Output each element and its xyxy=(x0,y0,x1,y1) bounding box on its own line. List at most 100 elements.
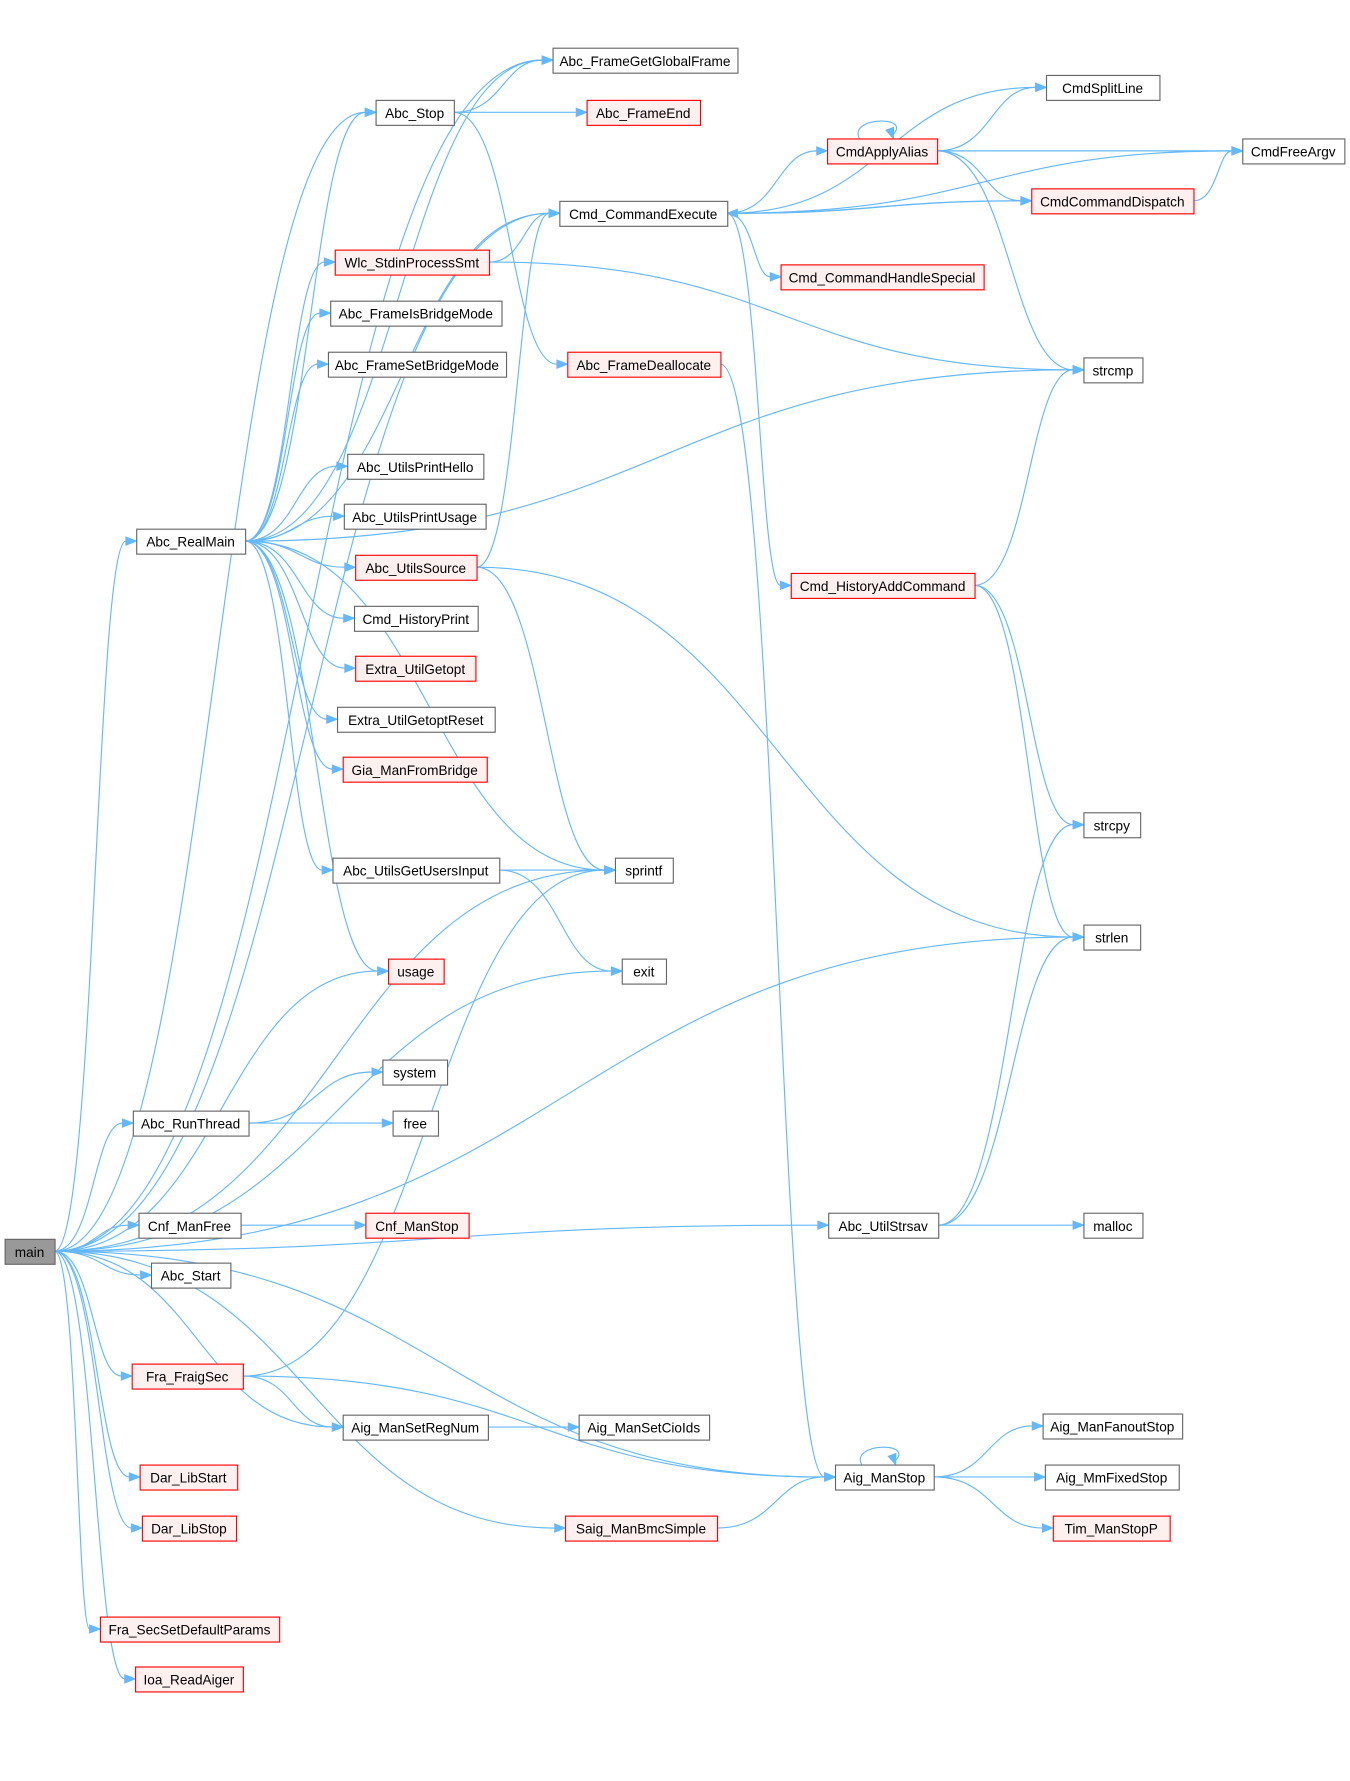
edge-abc-real-main-to-abc-utils-get-users-input xyxy=(244,540,323,871)
node-abc-frame-is-bridge-mode[interactable]: Abc_FrameIsBridgeMode xyxy=(330,300,503,327)
node-system[interactable]: system xyxy=(382,1059,449,1086)
node-label: Abc_UtilsPrintUsage xyxy=(352,510,477,525)
node-aig-man-stop[interactable]: Aig_ManStop xyxy=(834,1464,935,1491)
node-cmd-history-print[interactable]: Cmd_HistoryPrint xyxy=(353,605,479,632)
node-saig-man-bmc-simple[interactable]: Saig_ManBmcSimple xyxy=(564,1515,719,1542)
node-label: Cnf_ManStop xyxy=(375,1219,458,1234)
node-abc-real-main[interactable]: Abc_RealMain xyxy=(136,528,247,555)
edge-arrowhead xyxy=(131,1523,144,1533)
edge-arrowhead xyxy=(381,1118,395,1128)
edge-arrowhead xyxy=(1072,1220,1085,1230)
node-abc-frame-deallocate[interactable]: Abc_FrameDeallocate xyxy=(567,351,722,378)
node-strcpy[interactable]: strcpy xyxy=(1083,812,1142,839)
node-box xyxy=(136,528,247,555)
edge-main-to-abc-start xyxy=(54,1250,141,1276)
edge-abc-real-main-to-sprintf xyxy=(245,540,605,871)
node-label: Saig_ManBmcSimple xyxy=(576,1522,706,1537)
edge-abc-util-strsav-to-strlen xyxy=(938,936,1074,1226)
node-strcmp[interactable]: strcmp xyxy=(1083,357,1144,384)
edge-arrowhead xyxy=(1072,819,1085,830)
node-abc-frame-set-bridge-mode[interactable]: Abc_FrameSetBridgeMode xyxy=(327,351,508,378)
node-aig-man-set-reg-num[interactable]: Aig_ManSetRegNum xyxy=(342,1414,489,1441)
edge-arrowhead xyxy=(885,126,895,140)
node-free[interactable]: free xyxy=(392,1110,440,1137)
node-label: Aig_ManFanoutStop xyxy=(1050,1420,1174,1435)
node-label: strcpy xyxy=(1094,818,1130,833)
edge-arrowhead xyxy=(323,257,337,267)
node-aig-man-set-cio-ids[interactable]: Aig_ManSetCioIds xyxy=(578,1414,711,1441)
edge-arrowhead xyxy=(377,966,390,976)
edge-arrowhead xyxy=(331,764,345,774)
node-aig-mm-fixed-stop[interactable]: Aig_MmFixedStop xyxy=(1044,1464,1180,1491)
node-strlen[interactable]: strlen xyxy=(1083,924,1142,951)
node-abc-stop[interactable]: Abc_Stop xyxy=(375,99,455,126)
edge-arrowhead xyxy=(331,1422,345,1432)
edge-arrowhead xyxy=(317,359,330,369)
edge-abc-real-main-to-usage xyxy=(245,540,378,972)
node-abc-utils-source[interactable]: Abc_UtilsSource xyxy=(355,554,478,581)
node-label: system xyxy=(393,1066,436,1081)
node-abc-frame-end[interactable]: Abc_FrameEnd xyxy=(586,99,702,126)
edge-arrowhead xyxy=(319,308,332,318)
node-box xyxy=(4,1238,56,1265)
edge-wlc-stdin-process-smt-to-strcmp xyxy=(488,261,1074,371)
node-abc-utils-get-users-input[interactable]: Abc_UtilsGetUsersInput xyxy=(332,857,501,884)
node-dar-lib-start[interactable]: Dar_LibStart xyxy=(139,1464,239,1491)
node-label: Abc_RunThread xyxy=(141,1117,240,1132)
node-cmd-apply-alias[interactable]: CmdApplyAlias xyxy=(827,138,939,165)
node-aig-man-fanout-stop[interactable]: Aig_ManFanoutStop xyxy=(1042,1413,1184,1440)
node-label: Cmd_HistoryAddCommand xyxy=(800,579,966,594)
node-abc-utils-print-usage[interactable]: Abc_UtilsPrintUsage xyxy=(343,503,487,530)
node-label: Gia_ManFromBridge xyxy=(352,763,478,778)
node-cmd-free-argv[interactable]: CmdFreeArgv xyxy=(1242,138,1346,165)
node-wlc-stdin-process-smt[interactable]: Wlc_StdinProcessSmt xyxy=(334,249,491,276)
node-abc-start[interactable]: Abc_Start xyxy=(150,1262,232,1289)
node-box xyxy=(1031,188,1195,215)
node-label: Fra_FraigSec xyxy=(146,1370,229,1385)
node-ioa-read-aiger[interactable]: Ioa_ReadAiger xyxy=(135,1666,244,1693)
node-cnf-man-stop[interactable]: Cnf_ManStop xyxy=(365,1212,470,1239)
edge-main-to-ioa-read-aiger xyxy=(54,1250,126,1680)
node-malloc[interactable]: malloc xyxy=(1083,1212,1144,1239)
edge-abc-real-main-to-abc-utils-print-hello xyxy=(245,465,337,542)
edge-arrowhead xyxy=(140,1270,153,1280)
node-label: Cmd_HistoryPrint xyxy=(362,612,469,627)
node-cmd-history-add-command[interactable]: Cmd_HistoryAddCommand xyxy=(790,572,976,599)
node-box xyxy=(790,572,976,599)
node-extra-util-getopt[interactable]: Extra_UtilGetopt xyxy=(355,655,477,682)
node-box xyxy=(387,958,445,985)
node-box xyxy=(392,1110,440,1137)
node-abc-run-thread[interactable]: Abc_RunThread xyxy=(132,1110,250,1137)
edge-abc-run-thread-to-system xyxy=(248,1071,373,1124)
node-gia-man-from-bridge[interactable]: Gia_ManFromBridge xyxy=(342,756,488,783)
edge-arrowhead xyxy=(124,1674,137,1684)
node-label: CmdApplyAlias xyxy=(836,145,928,160)
node-cmd-split-line[interactable]: CmdSplitLine xyxy=(1045,74,1161,101)
node-box xyxy=(332,857,501,884)
node-tim-man-stop-p[interactable]: Tim_ManStopP xyxy=(1052,1515,1171,1542)
node-box xyxy=(355,554,478,581)
node-exit[interactable]: exit xyxy=(621,958,668,985)
node-fra-sec-set-default-params[interactable]: Fra_SecSetDefaultParams xyxy=(99,1616,281,1643)
node-label: Aig_ManSetCioIds xyxy=(587,1421,700,1436)
node-label: Aig_ManStop xyxy=(843,1471,925,1486)
node-usage[interactable]: usage xyxy=(387,958,445,985)
node-extra-util-getopt-reset[interactable]: Extra_UtilGetoptReset xyxy=(336,706,496,733)
node-label: Aig_MmFixedStop xyxy=(1056,1471,1167,1486)
node-label: Wlc_StdinProcessSmt xyxy=(345,256,480,271)
node-cmd-command-dispatch[interactable]: CmdCommandDispatch xyxy=(1031,188,1195,215)
node-abc-frame-get-global-frame[interactable]: Abc_FrameGetGlobalFrame xyxy=(552,47,739,74)
node-abc-utils-print-hello[interactable]: Abc_UtilsPrintHello xyxy=(347,453,485,480)
node-fra-fraig-sec[interactable]: Fra_FraigSec xyxy=(131,1363,244,1390)
node-main[interactable]: main xyxy=(4,1238,56,1265)
node-label: CmdFreeArgv xyxy=(1251,145,1336,160)
edge-cmd-command-dispatch-to-cmd-free-argv xyxy=(1193,150,1233,202)
node-abc-util-strsav[interactable]: Abc_UtilStrsav xyxy=(828,1212,940,1239)
node-label: usage xyxy=(397,965,434,980)
node-cmd-command-handle-special[interactable]: Cmd_CommandHandleSpecial xyxy=(780,264,985,291)
edge-main-to-strlen xyxy=(54,936,1074,1252)
node-sprintf[interactable]: sprintf xyxy=(614,857,674,884)
node-dar-lib-stop[interactable]: Dar_LibStop xyxy=(141,1515,238,1542)
node-cmd-command-execute[interactable]: Cmd_CommandExecute xyxy=(559,200,729,227)
node-cnf-man-free[interactable]: Cnf_ManFree xyxy=(138,1212,242,1239)
